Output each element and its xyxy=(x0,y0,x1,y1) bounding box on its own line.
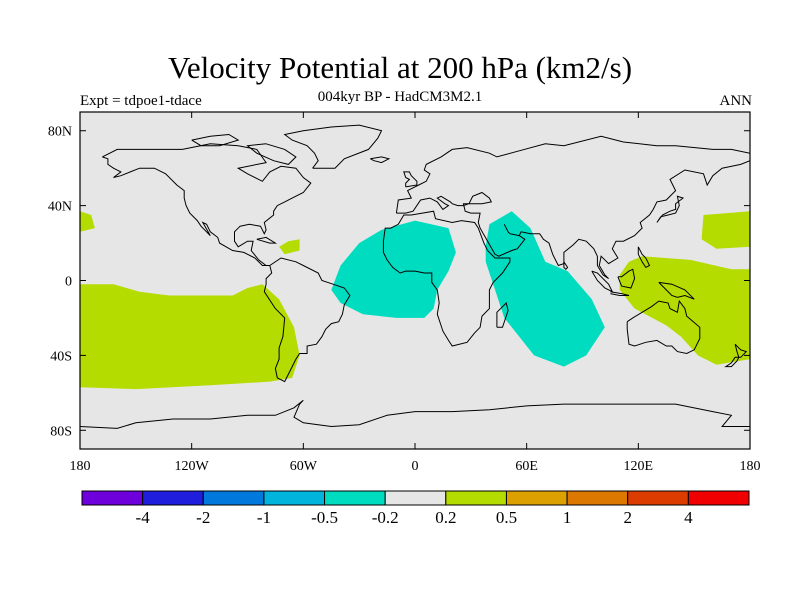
colorbar-swatch xyxy=(566,490,629,506)
region-pacific-east-positive xyxy=(80,284,300,390)
colorbar-swatch xyxy=(384,490,447,506)
colorbar-label: 2 xyxy=(623,508,632,527)
colorbar-label: 4 xyxy=(684,508,693,527)
map-subtitle: 004kyr BP - HadCM3M2.1 xyxy=(317,89,483,105)
region-north-pacific-west-positive xyxy=(701,211,750,249)
coastline-africa xyxy=(382,210,511,347)
colorbar-swatch xyxy=(445,490,507,506)
colorbar: -4 -2 -1 -0.5 -0.2 0.2 0.5 1 2 4 xyxy=(81,490,750,527)
region-caribbean-positive xyxy=(279,239,300,255)
colorbar-label: -1 xyxy=(257,508,271,527)
coastline-south-america xyxy=(263,257,351,383)
colorbar-label: -0.5 xyxy=(311,508,338,527)
region-indian-negative xyxy=(485,211,605,367)
x-tick-label: 120E xyxy=(624,459,654,474)
y-tick-label: 40S xyxy=(50,349,72,364)
colorbar-label: 0.2 xyxy=(435,508,456,527)
coastline-arctic-islands xyxy=(191,133,240,147)
colorbar-swatch xyxy=(263,490,326,506)
colorbar-label: 1 xyxy=(563,508,572,527)
coastline-eurasia xyxy=(395,135,750,280)
coastline-baffin xyxy=(246,143,297,165)
y-tick-label: 40N xyxy=(48,200,72,215)
coastline-borneo xyxy=(617,268,636,289)
x-tick-label: 0 xyxy=(412,459,419,474)
colorbar-swatch xyxy=(142,490,204,506)
coastline-sri-lanka xyxy=(563,261,569,271)
coastline-arabia-gulf xyxy=(503,224,520,237)
coastline-new-guinea xyxy=(658,281,695,300)
coastline-greenland xyxy=(283,124,383,169)
region-north-pacific-east-positive xyxy=(80,211,95,232)
colorbar-label: -0.2 xyxy=(372,508,399,527)
coastline-java xyxy=(610,291,630,296)
axis-ticks: 180 120W 60W 0 60E 120E 180 80N 40N 0 40S 80S xyxy=(48,112,761,474)
y-tick-label: 80N xyxy=(48,125,72,140)
contour-regions xyxy=(80,211,750,390)
coastline-cuba xyxy=(256,236,278,244)
region-atlantic-negative xyxy=(331,220,456,318)
map-title: Velocity Potential at 200 hPa (km2/s) xyxy=(167,50,633,85)
y-tick-label: 0 xyxy=(65,275,72,290)
coastline-uk xyxy=(403,171,418,188)
x-tick-label: 60W xyxy=(290,459,318,474)
colorbar-label: 0.5 xyxy=(496,508,517,527)
colorbar-label: -2 xyxy=(196,508,210,527)
coastline-philippines xyxy=(637,246,651,269)
coastline-antarctica xyxy=(80,399,750,429)
x-tick-label: 60E xyxy=(515,459,538,474)
colorbar-swatch xyxy=(202,490,265,506)
experiment-label: Expt = tdpoe1-tdace xyxy=(80,93,202,109)
y-tick-label: 80S xyxy=(50,424,72,439)
x-tick-label: 120W xyxy=(175,459,210,474)
x-tick-label: 180 xyxy=(740,459,761,474)
coastline-iceland xyxy=(370,156,391,164)
season-label: ANN xyxy=(719,93,753,109)
coastline-new-zealand xyxy=(724,343,748,368)
coastlines xyxy=(80,124,750,429)
coastline-australia xyxy=(626,299,701,355)
coastline-japan xyxy=(656,195,685,223)
coastline-madagascar xyxy=(496,302,509,328)
colorbar-swatch xyxy=(505,490,568,506)
colorbar-swatch xyxy=(687,490,750,506)
colorbar-label: -4 xyxy=(136,508,151,527)
colorbar-swatch xyxy=(81,490,144,506)
colorbar-swatch xyxy=(324,490,386,506)
x-tick-label: 180 xyxy=(70,459,91,474)
colorbar-swatch xyxy=(627,490,689,506)
coastline-north-america xyxy=(102,143,312,266)
